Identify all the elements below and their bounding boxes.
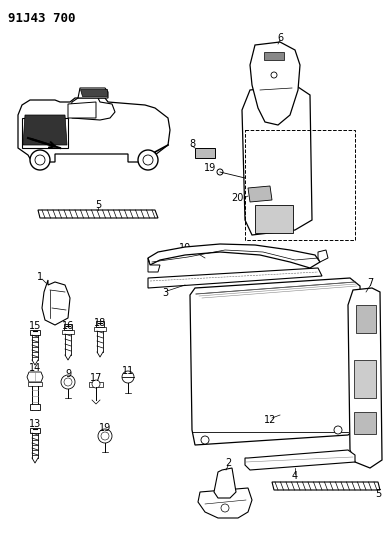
Circle shape [334,426,342,434]
Text: 91J43 700: 91J43 700 [8,12,76,25]
Circle shape [35,155,45,165]
Polygon shape [148,268,322,288]
Text: 19: 19 [99,423,111,433]
Text: 4: 4 [292,471,298,481]
Text: 6: 6 [277,33,283,43]
Bar [356,305,376,333]
Text: 12: 12 [264,415,276,425]
Text: 3: 3 [162,288,168,298]
Bar [30,404,40,410]
Polygon shape [242,85,312,235]
Circle shape [122,371,134,383]
Polygon shape [195,148,215,158]
Polygon shape [23,115,67,145]
Text: 18: 18 [94,318,106,328]
Circle shape [92,380,100,388]
Bar [96,321,104,327]
Polygon shape [214,468,236,498]
Polygon shape [70,98,115,120]
Polygon shape [198,488,252,518]
Bar [30,330,40,335]
Text: 1: 1 [37,272,43,282]
Circle shape [30,150,50,170]
Polygon shape [27,372,43,382]
Text: 16: 16 [62,321,74,331]
Bar [354,412,376,434]
Polygon shape [318,250,328,262]
Polygon shape [80,89,107,96]
Polygon shape [248,186,272,202]
Text: 2: 2 [225,458,231,468]
Circle shape [138,150,158,170]
Text: 5: 5 [95,200,101,210]
Bar [264,52,284,60]
Circle shape [221,504,229,512]
Circle shape [61,375,75,389]
Text: 8: 8 [189,139,195,149]
Polygon shape [148,258,160,272]
Bar [62,330,74,334]
Bar [30,428,40,433]
Circle shape [98,429,112,443]
Polygon shape [348,288,382,468]
Polygon shape [38,210,158,218]
Text: 19: 19 [204,163,216,173]
Text: 7: 7 [367,278,373,288]
Polygon shape [22,118,68,148]
Polygon shape [245,450,355,470]
Text: 10: 10 [179,243,191,253]
Circle shape [101,432,109,440]
Bar [64,324,72,330]
Polygon shape [18,98,170,162]
Bar [94,327,106,331]
Text: 9: 9 [65,369,71,379]
Bar [354,360,376,398]
Circle shape [64,378,72,386]
Polygon shape [148,244,320,268]
Text: 13: 13 [29,419,41,429]
Polygon shape [250,42,300,125]
Bar [255,205,293,233]
Circle shape [217,169,223,175]
Circle shape [143,155,153,165]
Bar [28,382,42,386]
Text: 5: 5 [375,489,381,499]
Circle shape [201,436,209,444]
Text: 17: 17 [90,373,102,383]
Circle shape [271,72,277,78]
Text: 14: 14 [29,363,41,373]
Text: 20: 20 [231,193,243,203]
Polygon shape [272,482,380,490]
Bar [245,130,355,240]
Polygon shape [68,102,96,118]
Text: 11: 11 [122,366,134,376]
Text: 15: 15 [29,321,41,331]
Polygon shape [42,280,70,325]
Bar [89,382,103,387]
Polygon shape [78,88,108,98]
Polygon shape [190,278,362,445]
